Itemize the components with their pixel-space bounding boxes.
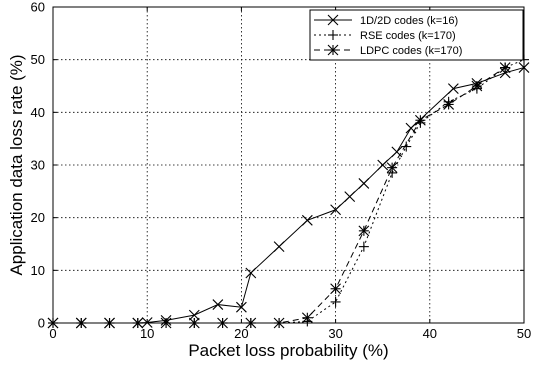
y-tick-label: 10: [31, 263, 45, 278]
data-point: [386, 162, 398, 174]
data-point: [330, 296, 341, 307]
x-tick-label: 30: [328, 326, 342, 341]
data-point: [301, 214, 313, 226]
data-point: [499, 62, 511, 73]
data-point: [358, 225, 370, 237]
legend-label: 1D/2D codes (k=16): [360, 15, 458, 27]
y-tick-label: 20: [31, 210, 45, 225]
data-point: [236, 301, 247, 313]
x-axis-title: Packet loss probability (%): [188, 341, 388, 360]
legend-entry: RSE codes (k=170): [314, 30, 456, 42]
data-point: [447, 83, 459, 95]
data-point: [245, 267, 257, 279]
x-tick-label: 40: [423, 326, 437, 341]
data-point: [443, 99, 455, 110]
legend-label: LDPC codes (k=170): [360, 45, 462, 57]
legend-entry: LDPC codes (k=170): [314, 44, 462, 57]
y-tick-label: 50: [31, 52, 45, 67]
legend-marker: [328, 30, 338, 40]
axis-ticks: 0 10 20 30 40 50 0 10 20 30 40 50 60: [31, 0, 532, 341]
x-tick-label: 0: [49, 326, 56, 341]
data-point: [301, 312, 313, 324]
data-point: [273, 241, 285, 253]
data-point: [212, 299, 224, 310]
data-point: [358, 178, 370, 189]
x-tick-label: 50: [517, 326, 531, 341]
legend-marker: [327, 14, 339, 26]
data-point: [414, 114, 426, 126]
data-point: [344, 191, 356, 202]
data-point: [405, 122, 417, 134]
y-tick-label: 30: [31, 158, 45, 173]
data-point: [330, 204, 341, 216]
y-axis-title: Application data loss rate (%): [7, 54, 26, 275]
x-tick-label: 10: [140, 326, 154, 341]
y-tick-label: 60: [31, 0, 45, 15]
data-point: [391, 146, 403, 158]
x-tick-label: 20: [234, 326, 248, 341]
legend-marker: [327, 44, 339, 56]
data-point: [401, 141, 412, 152]
legend-label: RSE codes (k=170): [360, 30, 456, 42]
y-tick-label: 0: [38, 316, 45, 331]
legend: 1D/2D codes (k=16) RSE codes (k=170) LDPC …: [309, 9, 524, 61]
data-point: [471, 80, 483, 92]
data-point: [377, 159, 389, 171]
legend-entry: 1D/2D codes (k=16): [314, 14, 458, 27]
data-point: [188, 309, 200, 321]
y-tick-label: 40: [31, 105, 45, 120]
data-point: [330, 283, 341, 295]
data-point: [358, 241, 369, 252]
